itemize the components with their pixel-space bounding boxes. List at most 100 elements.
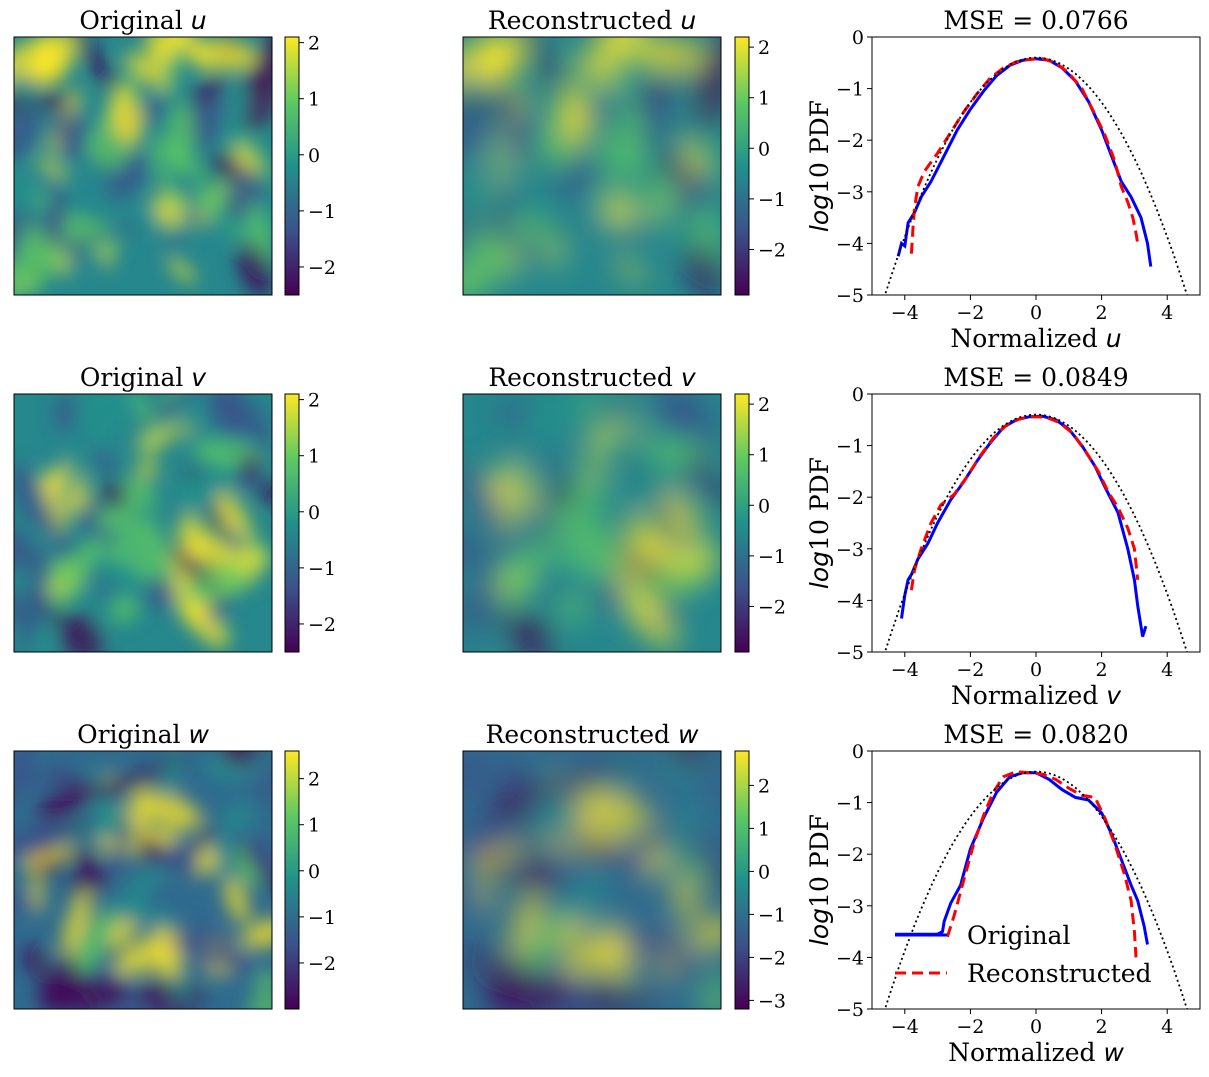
colorbar-tick-label: −3	[758, 990, 786, 1012]
reconstructed-u-title: Reconstructed u	[488, 6, 696, 35]
chart-title: MSE = 0.0820	[943, 720, 1128, 749]
reconstructed-w-title: Reconstructed w	[486, 720, 700, 749]
y-tick-label: −3	[836, 539, 864, 561]
series-original-line	[900, 414, 1148, 637]
colorbar-reconstructed-v: 2 1 0 −1 −2	[734, 393, 786, 653]
colorbar-tick-label: 0	[308, 502, 320, 524]
colorbar-tick-label: 2	[308, 33, 320, 55]
colorbar-tick-label: 1	[758, 818, 770, 840]
original-v-title: Original v	[80, 363, 207, 392]
series-gaussian-line	[884, 770, 1188, 1009]
heatmap-original-u: Original u	[13, 6, 273, 296]
colorbar-tick-label: 0	[308, 861, 320, 883]
legend: Original Reconstructed	[895, 921, 1152, 988]
heatmap-reconstructed-u: Reconstructed u	[462, 6, 722, 296]
heatmap-reconstructed-w: Reconstructed w	[462, 720, 722, 1010]
x-axis-label: Normalized w	[948, 1038, 1124, 1067]
x-tick-label: 4	[1161, 659, 1173, 681]
series-reconstructed-line	[945, 770, 1138, 958]
colorbar-tick-label: 2	[308, 769, 320, 791]
x-tick-label: −2	[956, 302, 984, 324]
y-tick-label: 0	[852, 27, 864, 49]
colorbar-tick-label: 1	[308, 89, 320, 111]
heatmap-original-w: Original w	[13, 720, 273, 1010]
colorbar-original-w: 2 1 0 −1 −2	[284, 750, 336, 1010]
y-tick-label: −5	[836, 285, 864, 307]
colorbar-tick-label: 2	[758, 775, 770, 797]
y-tick-label: −2	[836, 844, 864, 866]
x-tick-label: 4	[1161, 302, 1173, 324]
x-tick-label: 4	[1161, 1016, 1173, 1038]
x-axis-label: Normalized u	[950, 324, 1121, 353]
y-tick-label: −3	[836, 896, 864, 918]
original-u-title: Original u	[79, 6, 206, 35]
colorbar-original-u: 2 1 0 −1 −2	[284, 33, 336, 296]
pdf-chart-v: −4 −2 0 2 4 0 −1 −2 −3 −4 −5 MSE = 0.0849 Normalized…	[805, 363, 1201, 710]
y-tick-label: 0	[852, 384, 864, 406]
y-axis-label: log10 PDF	[805, 457, 834, 589]
colorbar-original-v: 2 1 0 −1 −2	[284, 390, 336, 653]
y-tick-label: −1	[836, 793, 864, 815]
y-tick-label: −2	[836, 487, 864, 509]
x-tick-label: −2	[956, 1016, 984, 1038]
colorbar-tick-label: 2	[758, 37, 770, 59]
colorbar-tick-label: 1	[758, 88, 770, 110]
chart-title: MSE = 0.0766	[943, 6, 1128, 35]
reconstructed-v-title: Reconstructed v	[488, 363, 697, 392]
x-tick-label: 0	[1030, 1016, 1042, 1038]
y-tick-label: −4	[836, 233, 864, 255]
y-tick-label: −2	[836, 130, 864, 152]
y-tick-label: −1	[836, 436, 864, 458]
colorbar-reconstructed-w: 2 1 0 −1 −2 −3	[734, 750, 786, 1012]
x-tick-label: −4	[891, 659, 919, 681]
x-axis-label: Normalized v	[951, 681, 1122, 710]
y-axis-label: log10 PDF	[805, 100, 834, 232]
pdf-chart-u: −4 −2 0 2 4 0 −1 −2 −3 −4 −5 MSE = 0.0766 Normalized…	[805, 6, 1201, 353]
colorbar-tick-label: 2	[308, 390, 320, 412]
x-tick-label: 2	[1096, 302, 1108, 324]
y-tick-label: −5	[836, 642, 864, 664]
pdf-chart-w: −4 −2 0 2 4 0 −1 −2 −3 −4 −5 MSE = 0.0820 Normalized…	[805, 720, 1201, 1067]
colorbar-tick-label: 1	[308, 446, 320, 468]
colorbar-tick-label: −2	[758, 596, 786, 618]
colorbar-tick-label: −1	[308, 907, 336, 929]
colorbar-tick-label: −2	[308, 953, 336, 975]
x-tick-label: 0	[1030, 302, 1042, 324]
series-gaussian-line	[884, 413, 1188, 652]
legend-reconstructed-label: Reconstructed	[967, 959, 1152, 988]
x-tick-label: 0	[1030, 659, 1042, 681]
colorbar-tick-label: −1	[308, 558, 336, 580]
colorbar-reconstructed-u: 2 1 0 −1 −2	[734, 36, 786, 296]
colorbar-tick-label: 1	[308, 815, 320, 837]
x-tick-label: −4	[891, 302, 919, 324]
y-tick-label: −4	[836, 947, 864, 969]
colorbar-tick-label: −2	[758, 947, 786, 969]
x-tick-label: 2	[1096, 1016, 1108, 1038]
original-w-title: Original w	[77, 720, 209, 749]
heatmap-original-v: Original v	[13, 363, 273, 653]
colorbar-tick-label: −1	[308, 201, 336, 223]
colorbar-tick-label: −2	[758, 239, 786, 261]
colorbar-tick-label: 1	[758, 445, 770, 467]
x-tick-label: −4	[891, 1016, 919, 1038]
colorbar-tick-label: 0	[758, 138, 770, 160]
axes-frame	[871, 393, 1201, 653]
colorbar-tick-label: 0	[758, 861, 770, 883]
y-tick-label: −1	[836, 79, 864, 101]
heatmap-reconstructed-v: Reconstructed v	[462, 363, 722, 653]
colorbar-tick-label: 0	[308, 145, 320, 167]
y-axis-label: log10 PDF	[805, 814, 834, 946]
series-gaussian-line	[884, 56, 1188, 295]
y-tick-label: −3	[836, 182, 864, 204]
series-reconstructed-line	[909, 415, 1140, 591]
colorbar-tick-label: −2	[308, 614, 336, 636]
chart-title: MSE = 0.0849	[943, 363, 1128, 392]
colorbar-tick-label: 0	[758, 495, 770, 517]
colorbar-tick-label: −2	[308, 257, 336, 279]
colorbar-tick-label: −1	[758, 904, 786, 926]
colorbar-tick-label: −1	[758, 546, 786, 568]
y-tick-label: −4	[836, 590, 864, 612]
x-tick-label: −2	[956, 659, 984, 681]
x-tick-label: 2	[1096, 659, 1108, 681]
